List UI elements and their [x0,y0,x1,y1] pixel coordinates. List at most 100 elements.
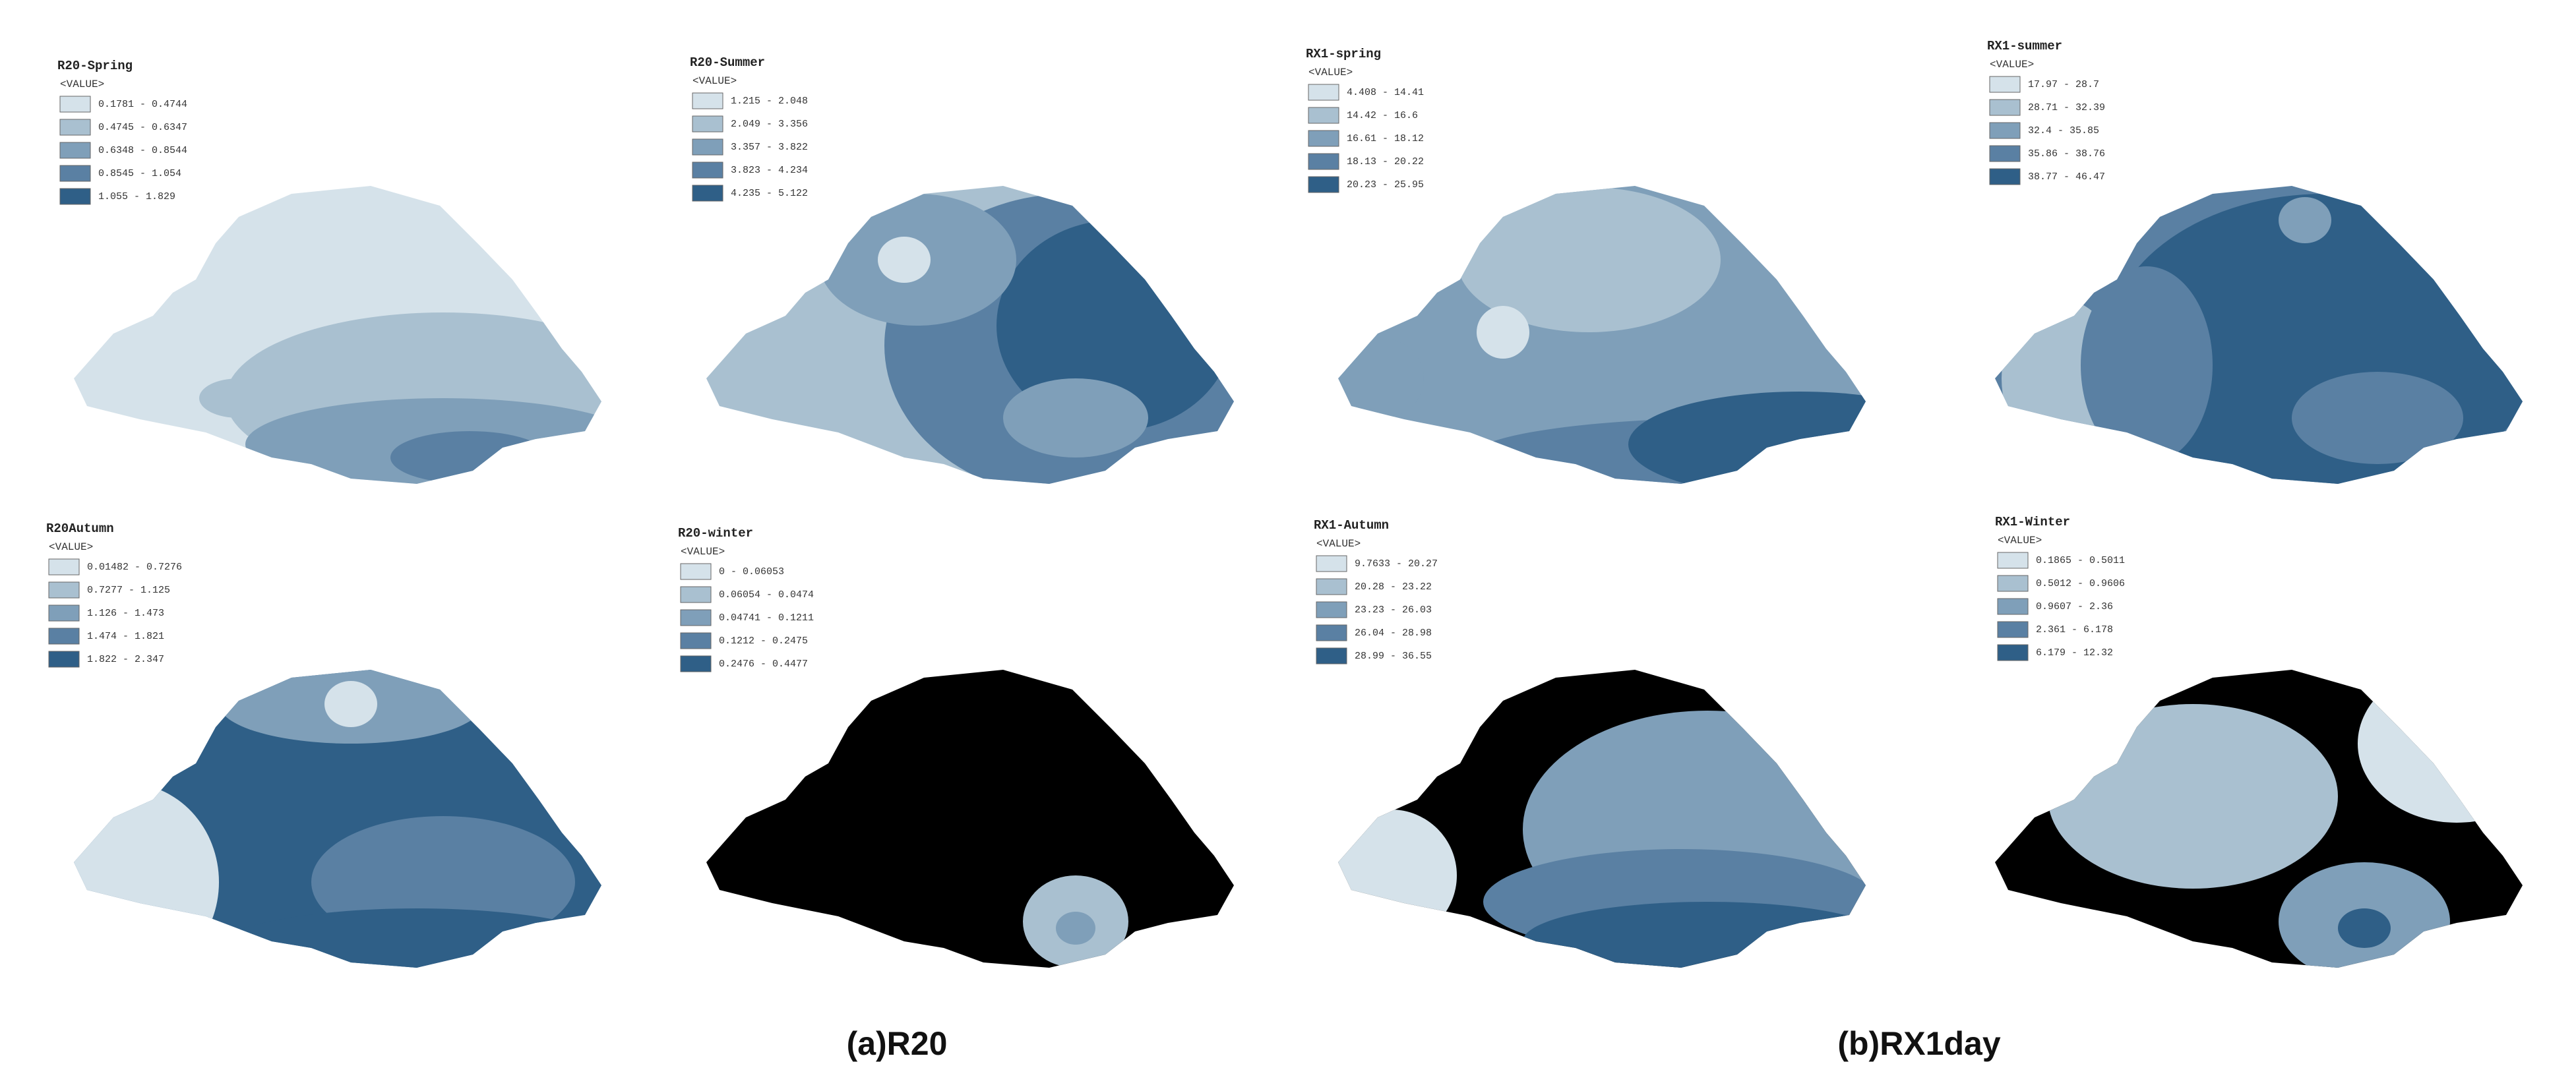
legend-label: 0.7277 - 1.125 [87,585,170,596]
legend-swatch [1989,76,2021,93]
legend-swatch [59,142,91,159]
map [74,186,601,484]
legend-header: <VALUE> [1990,59,2034,71]
legend-label: 1.215 - 2.048 [731,96,808,107]
map-zone [1345,339,1424,418]
legend-swatch [692,162,723,179]
legend-swatch [1997,552,2029,569]
map-zone [390,431,549,484]
legend-label: 18.13 - 20.22 [1347,156,1424,167]
legend: R20-winter <VALUE> 0 - 0.06053 0.06054 - 0.… [678,526,814,672]
legend-header: <VALUE> [1998,535,2042,546]
legend-label: 38.77 - 46.47 [2028,171,2105,183]
legend-swatch [48,604,80,622]
legend-label: 2.049 - 3.356 [731,119,808,130]
legend-swatch [1316,624,1347,641]
panel-title: RX1-Winter [1995,515,2070,529]
panel-title: RX1-Autumn [1314,518,1389,533]
legend-label: 6.179 - 12.32 [2036,647,2113,659]
legend-swatch [48,628,80,645]
legends: R20-Spring <VALUE> 0.1781 - 0.4744 0.4745 -… [46,39,2125,672]
map-zone [199,378,278,418]
legend-label: 0.9607 - 2.36 [2036,601,2113,612]
legend-label: 28.99 - 36.55 [1355,651,1432,662]
legend-label: 1.055 - 1.829 [98,191,175,202]
map [706,670,1234,968]
legend-swatch [680,563,712,580]
map [74,670,601,968]
legend-swatch [692,138,723,156]
legend: RX1-summer <VALUE> 17.97 - 28.7 28.71 - 32.… [1987,39,2105,185]
legend-label: 1.822 - 2.347 [87,654,164,665]
legend-swatch [1308,107,1339,124]
legend: RX1-spring <VALUE> 4.408 - 14.41 14.42 - 16… [1306,47,1424,193]
legend-label: 0.06054 - 0.0474 [719,589,814,601]
legend-label: 0.6348 - 0.8544 [98,145,187,156]
panel-title: RX1-spring [1306,47,1381,61]
panel-title: R20-Spring [57,59,133,73]
legend-swatch [48,651,80,668]
map-zone [2081,266,2213,464]
legend: R20Autumn <VALUE> 0.01482 - 0.7276 0.7277 -… [46,521,182,668]
legend-label: 0.5012 - 0.9606 [2036,578,2125,589]
legend-label: 4.235 - 5.122 [731,188,808,199]
legend-swatch [1316,647,1347,664]
legend-label: 26.04 - 28.98 [1355,628,1432,639]
legend-swatch [692,115,723,133]
maps [74,186,2523,968]
legend: R20-Summer <VALUE> 1.215 - 2.048 2.049 - 3.… [690,55,808,202]
legend-swatch [692,92,723,109]
legend-swatch [1308,153,1339,170]
legend-swatch [1997,598,2029,615]
legend-label: 3.357 - 3.822 [731,142,808,153]
legend-swatch [59,188,91,205]
legend-swatch [59,96,91,113]
legend-swatch [1316,555,1347,572]
legend-label: 9.7633 - 20.27 [1355,558,1438,570]
legend-label: 0.01482 - 0.7276 [87,562,182,573]
legend-header: <VALUE> [1308,67,1353,78]
map [1338,186,1866,484]
legend-swatch [1997,575,2029,592]
legend-label: 35.86 - 38.76 [2028,148,2105,160]
legend-label: 23.23 - 26.03 [1355,604,1432,616]
map-zone [1457,187,1721,332]
map-zone [324,681,377,727]
map-zone [2279,197,2331,243]
panel-title: R20-Summer [690,55,765,70]
legend-label: 4.408 - 14.41 [1347,87,1424,98]
legend-swatch [48,558,80,575]
legend-swatch [1308,176,1339,193]
legend-swatch [692,185,723,202]
legend-label: 32.4 - 35.85 [2028,125,2099,136]
map-zone [2048,704,2338,889]
legend-swatch [1989,99,2021,116]
legend: RX1-Winter <VALUE> 0.1865 - 0.5011 0.5012 -… [1995,515,2125,661]
legend-swatch [680,632,712,649]
map-zone [1003,378,1148,457]
map-zone [1338,810,1457,941]
legend-swatch [1316,601,1347,618]
panel-title: R20-winter [678,526,753,541]
legend-label: 14.42 - 16.6 [1347,110,1418,121]
caption: (a)R20 [847,1025,948,1062]
legend-label: 0.8545 - 1.054 [98,168,181,179]
legend-label: 0.4745 - 0.6347 [98,122,187,133]
legend-swatch [680,655,712,672]
legend-swatch [48,581,80,599]
map [706,186,1234,484]
legend-label: 0.1865 - 0.5011 [2036,555,2125,566]
legend-swatch [1997,621,2029,638]
legend-label: 16.61 - 18.12 [1347,133,1424,144]
map-zone [1056,912,1095,945]
map [1995,670,2523,968]
map-zone [878,237,931,283]
legend-label: 1.126 - 1.473 [87,608,164,619]
map-zone [1477,306,1529,359]
legend-label: 20.23 - 25.95 [1347,179,1424,191]
legend-header: <VALUE> [681,546,725,558]
legend-header: <VALUE> [692,75,737,87]
legend-swatch [1308,130,1339,147]
